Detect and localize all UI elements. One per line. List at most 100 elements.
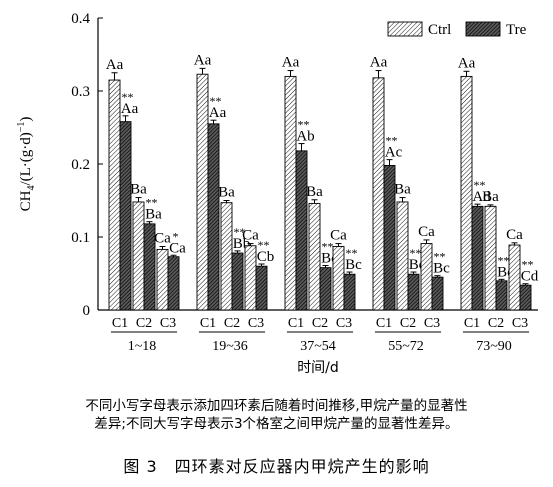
compartment-label: C1: [200, 316, 216, 331]
tre-significance-stars: **: [298, 118, 310, 132]
tre-significance-stars: *: [173, 229, 179, 243]
tre-significance-label: Bc: [433, 261, 450, 277]
tre-significance-label: Cd: [521, 269, 539, 285]
ctrl-significance-label: Ca: [418, 224, 435, 240]
tre-significance-stars: **: [210, 94, 222, 108]
y-tick-label: 0.1: [71, 230, 90, 246]
y-tick-label: 0.3: [71, 84, 90, 100]
bar-ctrl: [396, 201, 409, 311]
compartment-label: C1: [288, 316, 304, 331]
bar-tre: [255, 265, 268, 311]
bar-ctrl: [372, 77, 385, 311]
tre-significance-label: Ca: [169, 240, 186, 256]
x-axis-label: 时间/d: [297, 360, 339, 376]
bar-ctrl: [108, 79, 121, 311]
bar-ctrl: [308, 202, 321, 311]
bar-ctrl: [284, 75, 297, 311]
tre-significance-label: Cb: [257, 249, 275, 265]
y-axis-label: CH4/(L·(g·d)−1): [16, 117, 37, 212]
tre-significance-stars: **: [258, 238, 270, 252]
bar-tre: [295, 150, 308, 311]
note-line-2: 差异;不同大写字母表示3个格室之间甲烷产量的显著性差异。: [94, 416, 459, 432]
bar-ctrl: [220, 202, 233, 311]
compartment-label: C2: [136, 316, 152, 331]
group-label: 37~54: [300, 339, 336, 354]
tre-significance-label: Aa: [121, 101, 139, 117]
figure-caption: 图 3 四环素对反应器内甲烷产生的影响: [123, 457, 430, 476]
tre-significance-stars: **: [410, 246, 422, 260]
bar-ctrl: [508, 244, 521, 311]
ctrl-significance-label: Aa: [370, 55, 388, 71]
legend-label-tre: Tre: [506, 22, 527, 38]
tre-significance-stars: **: [522, 258, 534, 272]
ctrl-significance-label: Ba: [218, 185, 235, 201]
tre-significance-stars: **: [474, 178, 486, 192]
tre-significance-label: Aa: [209, 105, 227, 121]
legend-swatch-ctrl: [387, 21, 423, 37]
bar-tre: [431, 276, 444, 311]
bar-tre: [407, 273, 420, 311]
ctrl-significance-label: Ba: [306, 184, 323, 200]
bar-tre: [519, 284, 532, 311]
y-tick-label: 0: [83, 303, 91, 319]
ctrl-significance-label: Ca: [242, 228, 259, 244]
compartment-label: C2: [312, 316, 328, 331]
ctrl-significance-label: Ba: [130, 182, 147, 198]
tre-significance-label: Ba: [145, 207, 162, 223]
bar-tre: [207, 123, 220, 311]
bar-tre: [343, 273, 356, 311]
tre-significance-stars: **: [122, 90, 134, 104]
compartment-label: C1: [112, 316, 128, 331]
compartment-label: C1: [464, 316, 480, 331]
compartment-label: C1: [376, 316, 392, 331]
ctrl-significance-label: Ba: [482, 189, 499, 205]
compartment-label: C3: [424, 316, 440, 331]
tre-significance-stars: **: [322, 239, 334, 253]
ctrl-significance-label: Ca: [330, 228, 347, 244]
note-line-1: 不同小写字母表示添加四环素后随着时间推移,甲烷产量的显著性: [85, 398, 468, 414]
group-label: 73~90: [476, 339, 512, 354]
tre-significance-stars: **: [498, 253, 510, 267]
tre-significance-label: Bc: [345, 257, 362, 273]
legend-swatch-tre: [465, 21, 501, 37]
bar-ctrl: [332, 246, 345, 311]
ctrl-significance-label: Ca: [506, 227, 523, 243]
tre-significance-stars: **: [386, 134, 398, 148]
tre-significance-stars: **: [146, 196, 158, 210]
compartment-label: C2: [488, 316, 504, 331]
tre-significance-stars: **: [234, 225, 246, 239]
methane-bar-chart: 00.10.20.30.4CH4/(L·(g·d)−1)Aa**AaC1Ba**…: [16, 11, 539, 376]
bar-ctrl: [460, 75, 473, 311]
bar-tre: [167, 256, 180, 311]
compartment-label: C2: [400, 316, 416, 331]
bar-ctrl: [484, 205, 497, 311]
y-tick-label: 0.2: [71, 157, 90, 173]
group-label: 1~18: [128, 339, 157, 354]
compartment-label: C3: [160, 316, 176, 331]
bar-ctrl: [196, 73, 209, 311]
compartment-label: C2: [224, 316, 240, 331]
plot-area: 00.10.20.30.4CH4/(L·(g·d)−1)Aa**AaC1Ba**…: [16, 11, 539, 376]
group-label: 19~36: [212, 339, 248, 354]
tre-significance-label: Ac: [385, 145, 403, 161]
tre-significance-label: Ab: [296, 129, 314, 145]
tre-significance-label: Ad: [472, 189, 491, 205]
bar-ctrl: [132, 201, 145, 311]
bar-tre: [119, 121, 132, 311]
ctrl-significance-label: Aa: [458, 55, 476, 71]
ctrl-significance-label: Ba: [394, 182, 411, 198]
compartment-label: C3: [512, 316, 528, 331]
bar-ctrl: [420, 243, 433, 311]
legend-label-ctrl: Ctrl: [428, 22, 451, 38]
bar-tre: [471, 205, 484, 311]
ctrl-significance-label: Aa: [282, 55, 300, 71]
bar-ctrl: [156, 248, 169, 311]
ctrl-significance-label: Aa: [194, 52, 212, 68]
tre-significance-stars: **: [434, 250, 446, 264]
ctrl-significance-label: Ca: [154, 230, 171, 246]
bar-tre: [319, 267, 332, 311]
group-label: 55~72: [388, 339, 424, 354]
tre-significance-stars: **: [346, 246, 358, 260]
ctrl-significance-label: Aa: [106, 57, 124, 73]
compartment-label: C3: [336, 316, 352, 331]
